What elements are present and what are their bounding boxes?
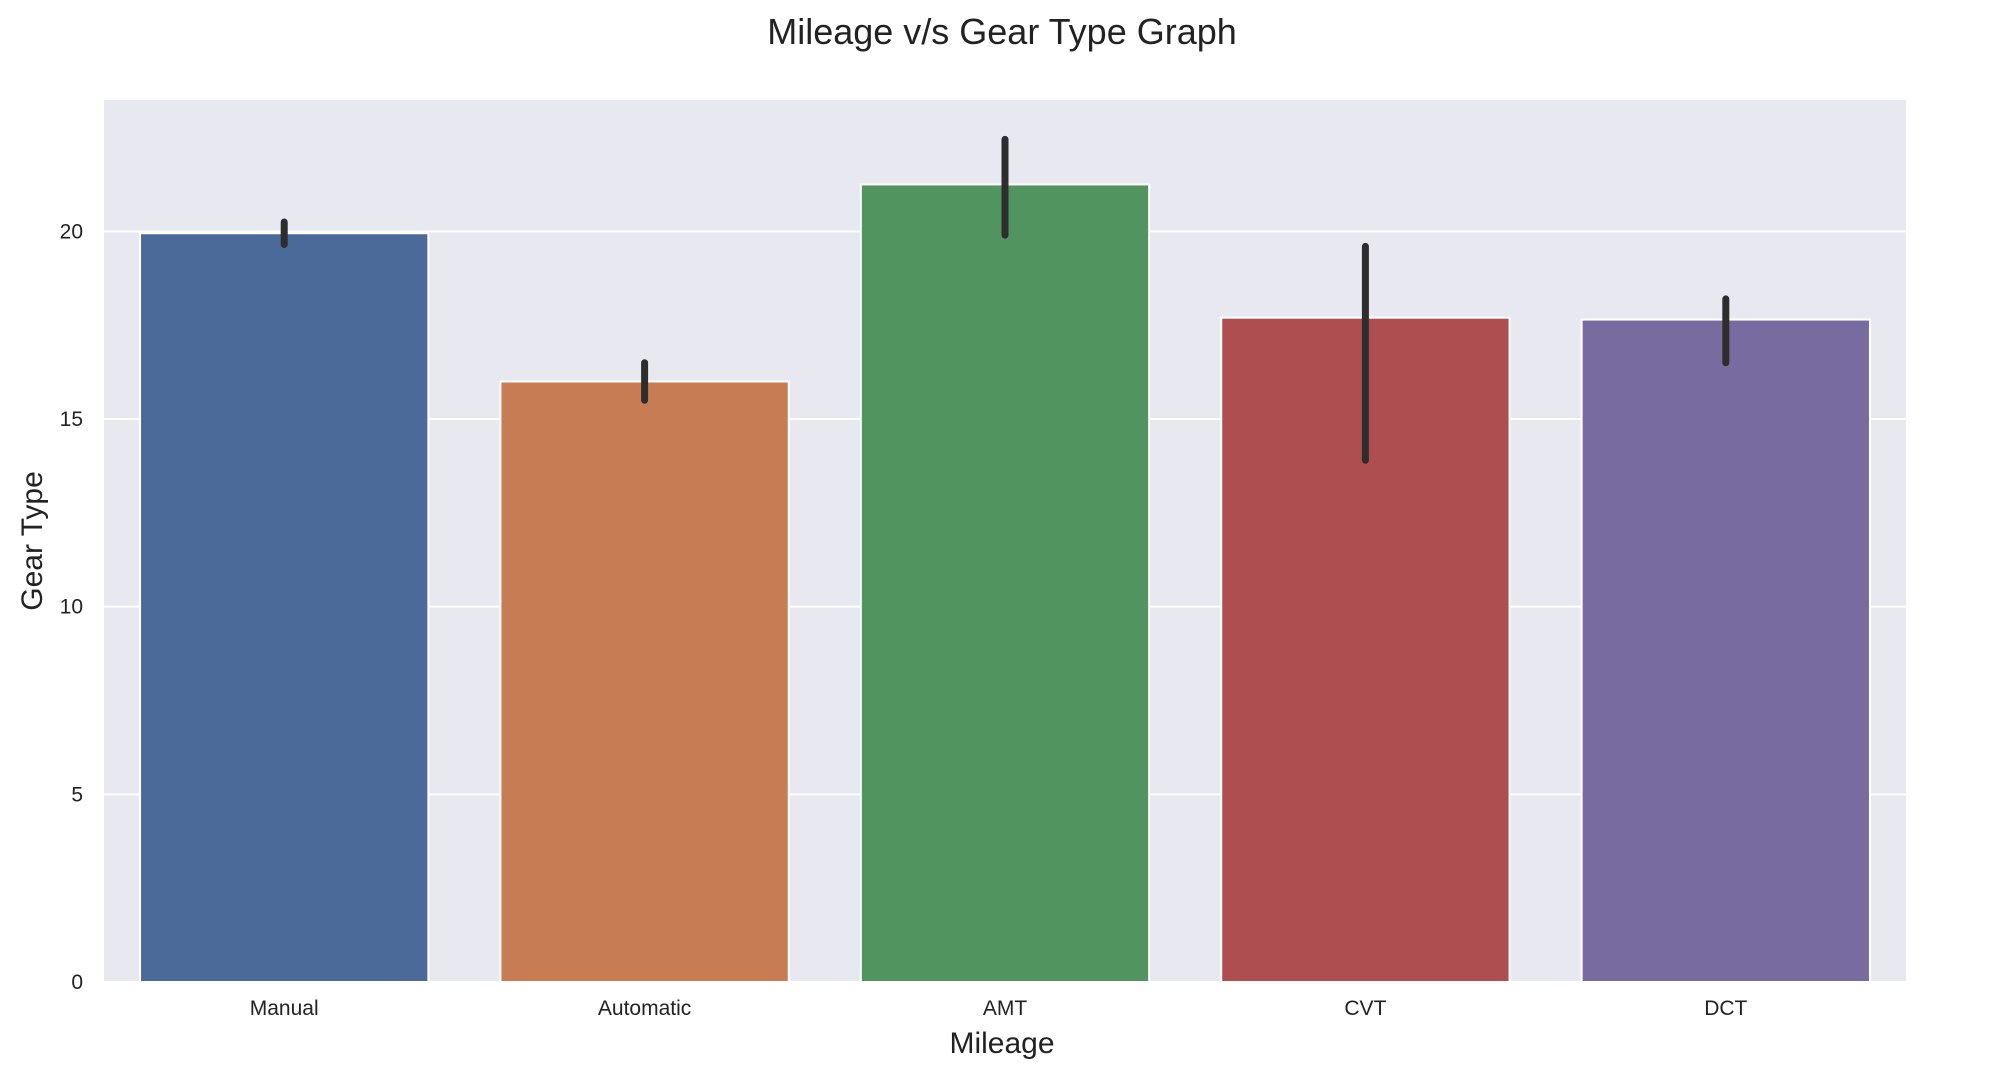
- bar-amt: [859, 183, 1151, 983]
- x-tick-labels: Manual Automatic AMT CVT DCT: [250, 997, 1748, 1020]
- bars: [139, 183, 1871, 984]
- y-tick-label: 15: [60, 408, 83, 431]
- bar-dct: [1580, 318, 1871, 983]
- x-tick-label: CVT: [1344, 997, 1386, 1020]
- x-tick-label: AMT: [983, 997, 1028, 1020]
- chart-title: Mileage v/s Gear Type Graph: [767, 11, 1237, 52]
- x-tick-label: Manual: [250, 997, 319, 1020]
- y-tick-label: 20: [60, 220, 83, 243]
- x-axis-label: Mileage: [949, 1027, 1054, 1060]
- y-tick-label: 10: [60, 596, 83, 619]
- y-tick-label: 5: [71, 783, 83, 806]
- y-axis-label: Gear Type: [16, 471, 49, 611]
- bar-cvt: [1220, 316, 1511, 983]
- x-tick-label: DCT: [1704, 997, 1747, 1020]
- bar-manual: [139, 232, 430, 984]
- bar-automatic: [499, 380, 790, 983]
- y-tick-labels: 0 5 10 15 20: [60, 220, 83, 994]
- error-bars: [280, 135, 1730, 464]
- y-tick-label: 0: [71, 971, 83, 994]
- x-tick-label: Automatic: [598, 997, 691, 1020]
